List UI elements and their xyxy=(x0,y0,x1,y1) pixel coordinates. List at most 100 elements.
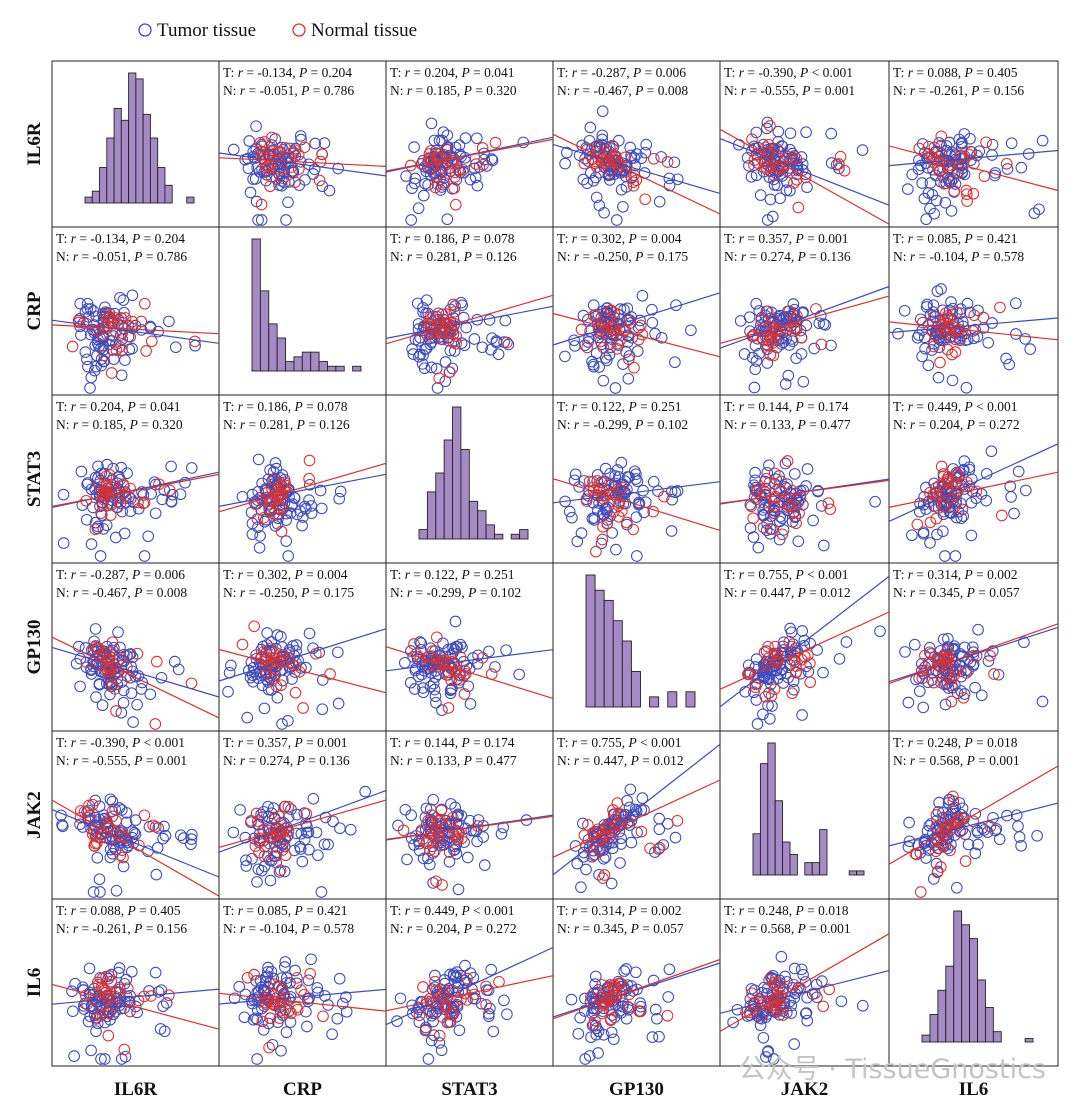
tumor-point xyxy=(92,460,104,473)
tumor-point xyxy=(119,1050,132,1063)
panel-il6-gp130: T: r = 0.314, P = 0.002 N: r = 0.345, P =… xyxy=(552,903,721,1065)
tumor-point xyxy=(282,550,295,562)
tumor-point xyxy=(930,194,943,207)
tumor-point xyxy=(68,1050,80,1062)
normal-point xyxy=(452,833,464,846)
normal-point xyxy=(930,482,942,494)
normal-point xyxy=(419,1024,432,1037)
normal-point xyxy=(251,513,264,525)
normal-point xyxy=(289,686,302,699)
panel-stat3-il6r: T: r = 0.204, P = 0.041 N: r = 0.185, P =… xyxy=(51,399,220,562)
histogram-bar xyxy=(149,137,159,204)
normal-fit-line xyxy=(719,933,890,1032)
normal-point xyxy=(430,984,442,997)
histogram-bar xyxy=(352,365,362,372)
tumor-point xyxy=(126,289,139,302)
tumor-point xyxy=(137,489,150,501)
tumor-point xyxy=(56,820,69,833)
normal-point xyxy=(832,158,845,170)
axis-labels: IL6R IL6R CRP CRP STAT3 STAT3 GP130 GP130 JAK2 JA… xyxy=(24,122,988,1100)
tumor-point xyxy=(993,833,1006,846)
tumor-point xyxy=(587,299,600,311)
normal-point xyxy=(620,516,633,529)
tumor-point xyxy=(227,143,240,156)
tumor-point xyxy=(233,980,246,993)
tumor-point xyxy=(256,1002,268,1015)
tumor-point xyxy=(799,1007,812,1020)
histogram-bar xyxy=(759,763,769,876)
correlation-label: T: r = -0.390, P < 0.001 xyxy=(724,65,853,80)
correlation-label: T: r = 0.248, P = 0.018 xyxy=(893,735,1018,750)
tumor-point xyxy=(580,863,592,876)
normal-point xyxy=(580,495,593,507)
correlation-label: T: r = 0.357, P = 0.001 xyxy=(724,231,848,246)
histogram-bar xyxy=(494,533,504,540)
tumor-point xyxy=(1015,161,1028,174)
tumor-point xyxy=(757,1031,770,1044)
normal-point xyxy=(589,308,602,321)
tumor-point xyxy=(819,319,832,331)
normal-point xyxy=(977,311,990,324)
normal-point xyxy=(430,875,442,888)
normal-point xyxy=(956,478,969,491)
normal-point xyxy=(610,150,622,163)
tumor-point xyxy=(331,1012,344,1025)
normal-point xyxy=(414,652,427,664)
tumor-point xyxy=(276,179,288,192)
tumor-point xyxy=(471,835,483,848)
normal-point xyxy=(248,620,261,633)
tumor-fit-line xyxy=(51,319,220,344)
tumor-point xyxy=(142,530,155,543)
tumor-point xyxy=(336,997,349,1010)
normal-point xyxy=(453,674,466,686)
normal-point xyxy=(801,649,814,662)
tumor-point xyxy=(271,691,284,704)
correlation-label: T: r = 0.186, P = 0.078 xyxy=(390,231,515,246)
tumor-point xyxy=(301,993,314,1005)
normal-point xyxy=(433,1029,446,1042)
normal-point xyxy=(420,837,432,850)
histogram-bar xyxy=(819,829,828,876)
normal-point xyxy=(438,984,451,997)
tumor-point xyxy=(445,798,457,810)
tumor-point xyxy=(250,1012,262,1025)
tumor-point xyxy=(774,192,786,205)
tumor-point xyxy=(483,314,496,326)
tumor-point xyxy=(280,214,292,226)
normal-point xyxy=(587,476,599,488)
tumor-point xyxy=(622,372,635,385)
tumor-point xyxy=(428,134,441,147)
normal-point xyxy=(114,340,126,353)
tumor-point xyxy=(586,355,598,368)
normal-fit-line xyxy=(218,462,387,513)
normal-point xyxy=(961,195,973,207)
normal-point xyxy=(456,832,468,845)
tumor-point xyxy=(111,477,124,490)
normal-point xyxy=(762,138,775,151)
tumor-point xyxy=(840,636,853,648)
normal-point xyxy=(636,328,649,341)
tumor-point xyxy=(918,192,931,205)
tumor-fit-line xyxy=(218,988,387,1005)
normal-point xyxy=(788,314,800,326)
tumor-point xyxy=(499,314,512,327)
normal-point xyxy=(614,818,627,831)
normal-point xyxy=(436,162,448,174)
tumor-point xyxy=(926,188,939,201)
tumor-point xyxy=(261,970,274,983)
normal-point xyxy=(765,327,778,340)
tumor-point xyxy=(417,852,430,865)
tumor-point xyxy=(89,811,102,824)
histogram-bar xyxy=(327,365,337,372)
tumor-point xyxy=(413,1016,426,1028)
tumor-point xyxy=(258,702,271,715)
normal-point xyxy=(943,810,956,823)
normal-point xyxy=(795,331,808,344)
normal-point xyxy=(787,978,800,991)
normal-point xyxy=(251,815,264,827)
normal-point xyxy=(116,327,129,339)
legend: Tumor tissue Normal tissue xyxy=(138,20,417,41)
normal-point xyxy=(96,329,109,342)
histogram-bar xyxy=(977,979,986,1043)
correlation-label: N: r = -0.555, P = 0.001 xyxy=(724,83,855,98)
